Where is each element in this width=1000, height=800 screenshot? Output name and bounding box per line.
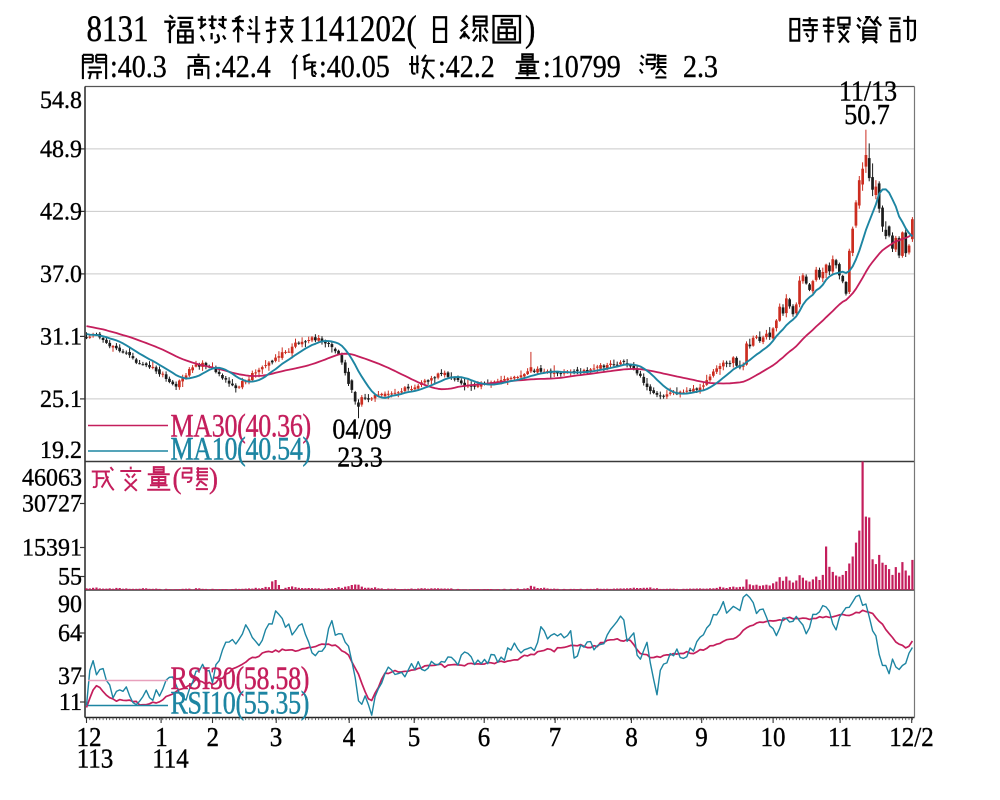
svg-text:54.8: 54.8 bbox=[40, 87, 82, 115]
svg-text:55: 55 bbox=[58, 563, 82, 591]
svg-text:RSI10(55.35): RSI10(55.35) bbox=[171, 686, 310, 721]
svg-text:37: 37 bbox=[58, 663, 82, 691]
svg-text:6: 6 bbox=[478, 722, 490, 752]
svg-text:19.2: 19.2 bbox=[40, 437, 82, 465]
svg-text:MA30(40.36): MA30(40.36) bbox=[171, 409, 311, 444]
svg-text:37.0: 37.0 bbox=[40, 260, 82, 288]
svg-text:64: 64 bbox=[58, 620, 82, 648]
svg-text:113: 113 bbox=[77, 744, 114, 774]
svg-text:): ) bbox=[525, 8, 535, 49]
svg-text:11: 11 bbox=[828, 722, 852, 752]
svg-text:90: 90 bbox=[58, 591, 82, 619]
svg-text:15391: 15391 bbox=[22, 534, 82, 562]
svg-text::10799: :10799 bbox=[543, 48, 621, 84]
svg-text:48.9: 48.9 bbox=[40, 135, 82, 163]
svg-text:10: 10 bbox=[761, 722, 786, 752]
svg-text:4: 4 bbox=[343, 722, 355, 752]
svg-text:12/2: 12/2 bbox=[889, 722, 933, 752]
svg-text:5: 5 bbox=[408, 722, 420, 752]
svg-text:3: 3 bbox=[270, 722, 282, 752]
svg-text:8131: 8131 bbox=[87, 8, 149, 49]
svg-text:1: 1 bbox=[155, 722, 167, 752]
svg-text:31.1: 31.1 bbox=[40, 323, 82, 351]
svg-text:114: 114 bbox=[152, 744, 189, 774]
svg-text:46063: 46063 bbox=[22, 464, 82, 492]
svg-text::42.2: :42.2 bbox=[438, 48, 495, 84]
svg-text:7: 7 bbox=[549, 722, 561, 752]
svg-text:04/09: 04/09 bbox=[332, 413, 391, 444]
svg-text:): ) bbox=[209, 463, 218, 495]
svg-text:2.3: 2.3 bbox=[683, 48, 718, 84]
svg-text:50.7: 50.7 bbox=[844, 99, 889, 130]
svg-text::42.4: :42.4 bbox=[214, 48, 271, 84]
svg-text:30727: 30727 bbox=[22, 490, 82, 518]
svg-text:12: 12 bbox=[77, 722, 102, 752]
svg-text:(: ( bbox=[173, 463, 182, 495]
svg-text:42.9: 42.9 bbox=[40, 198, 82, 226]
svg-text:RSI30(58.58): RSI30(58.58) bbox=[171, 661, 310, 696]
svg-text:11: 11 bbox=[59, 689, 82, 717]
svg-text:9: 9 bbox=[695, 722, 707, 752]
svg-text:2: 2 bbox=[207, 722, 219, 752]
svg-text:25.1: 25.1 bbox=[40, 385, 82, 413]
svg-text:11/13: 11/13 bbox=[839, 75, 897, 106]
svg-text::40.3: :40.3 bbox=[110, 48, 167, 84]
svg-text::40.05: :40.05 bbox=[319, 48, 390, 84]
svg-text:1141202(: 1141202( bbox=[299, 8, 417, 49]
svg-text:8: 8 bbox=[625, 722, 637, 752]
svg-text:23.3: 23.3 bbox=[337, 441, 382, 472]
svg-text:MA10(40.54): MA10(40.54) bbox=[171, 432, 311, 467]
